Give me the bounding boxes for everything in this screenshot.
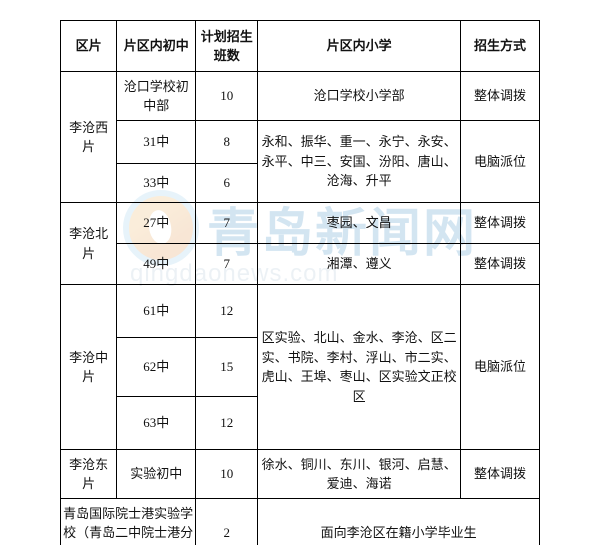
page-root: 青岛新闻网 qingdaonews.com 区片 片区内初中 计划招生班数 片区… xyxy=(0,0,600,545)
table-header-row: 区片 片区内初中 计划招生班数 片区内小学 招生方式 xyxy=(61,21,540,72)
cell-classes: 6 xyxy=(196,164,258,203)
cell-primary: 徐水、铜川、东川、银河、启慧、爱迪、海诺 xyxy=(258,450,461,499)
table-row: 李沧西片 沧口学校初中部 10 沧口学校小学部 整体调拨 xyxy=(61,72,540,121)
cell-middle: 31中 xyxy=(117,121,196,164)
cell-special-school: 青岛国际院士港实验学校（青岛二中院士港分校） xyxy=(61,499,196,545)
cell-classes: 12 xyxy=(196,285,258,338)
cell-classes: 7 xyxy=(196,203,258,244)
table-row: 李沧东片 实验初中 10 徐水、铜川、东川、银河、启慧、爱迪、海诺 整体调拨 xyxy=(61,450,540,499)
cell-region-mid: 李沧中片 xyxy=(61,285,117,450)
cell-method: 整体调拨 xyxy=(461,72,540,121)
cell-middle: 61中 xyxy=(117,285,196,338)
table-row: 青岛国际院士港实验学校（青岛二中院士港分校） 2 面向李沧区在籍小学毕业生 xyxy=(61,499,540,545)
table-row: 李沧北片 27中 7 枣园、文昌 整体调拨 xyxy=(61,203,540,244)
cell-middle: 33中 xyxy=(117,164,196,203)
cell-primary: 区实验、北山、金水、李沧、区二实、书院、李村、浮山、市二实、虎山、王埠、枣山、区… xyxy=(258,285,461,450)
table-row: 31中 8 永和、振华、重一、永宁、永安、永平、中三、安国、汾阳、唐山、沧海、升… xyxy=(61,121,540,164)
cell-classes: 10 xyxy=(196,450,258,499)
cell-middle: 沧口学校初中部 xyxy=(117,72,196,121)
cell-classes: 8 xyxy=(196,121,258,164)
table-row: 李沧中片 61中 12 区实验、北山、金水、李沧、区二实、书院、李村、浮山、市二… xyxy=(61,285,540,338)
cell-primary: 沧口学校小学部 xyxy=(258,72,461,121)
cell-region-west: 李沧西片 xyxy=(61,72,117,203)
cell-middle: 63中 xyxy=(117,397,196,450)
cell-primary: 枣园、文昌 xyxy=(258,203,461,244)
cell-method: 电脑派位 xyxy=(461,121,540,203)
cell-region-north: 李沧北片 xyxy=(61,203,117,285)
cell-middle: 49中 xyxy=(117,244,196,285)
cell-middle: 实验初中 xyxy=(117,450,196,499)
table-row: 49中 7 湘潭、遵义 整体调拨 xyxy=(61,244,540,285)
header-primary: 片区内小学 xyxy=(258,21,461,72)
cell-method: 整体调拨 xyxy=(461,450,540,499)
header-classes: 计划招生班数 xyxy=(196,21,258,72)
cell-primary: 面向李沧区在籍小学毕业生 xyxy=(258,499,540,545)
enrollment-table: 区片 片区内初中 计划招生班数 片区内小学 招生方式 李沧西片 沧口学校初中部 … xyxy=(60,20,540,545)
cell-method: 整体调拨 xyxy=(461,203,540,244)
header-region: 区片 xyxy=(61,21,117,72)
header-middle: 片区内初中 xyxy=(117,21,196,72)
cell-middle: 27中 xyxy=(117,203,196,244)
cell-middle: 62中 xyxy=(117,338,196,397)
cell-classes: 12 xyxy=(196,397,258,450)
cell-classes: 15 xyxy=(196,338,258,397)
cell-region-east: 李沧东片 xyxy=(61,450,117,499)
cell-method: 电脑派位 xyxy=(461,285,540,450)
cell-primary: 永和、振华、重一、永宁、永安、永平、中三、安国、汾阳、唐山、沧海、升平 xyxy=(258,121,461,203)
cell-classes: 7 xyxy=(196,244,258,285)
cell-method: 整体调拨 xyxy=(461,244,540,285)
cell-primary: 湘潭、遵义 xyxy=(258,244,461,285)
cell-classes: 2 xyxy=(196,499,258,545)
cell-classes: 10 xyxy=(196,72,258,121)
header-method: 招生方式 xyxy=(461,21,540,72)
